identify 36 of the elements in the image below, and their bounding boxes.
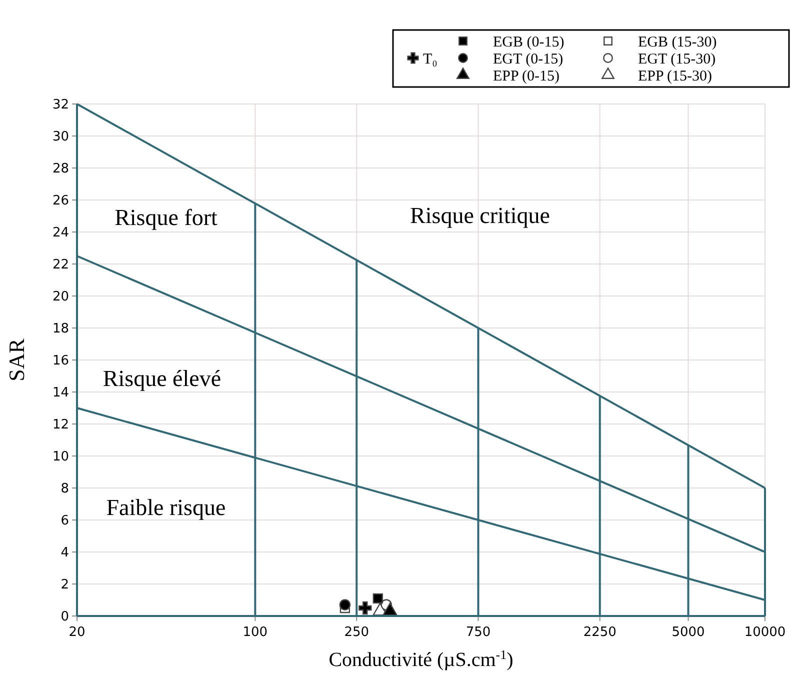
y-tick-label: 24 <box>52 226 69 241</box>
x-axis-title: Conductivité (µS.cm$^{-1}$) <box>328 646 514 671</box>
annotation: Risque fort <box>114 205 218 230</box>
y-tick-label: 6 <box>60 514 69 529</box>
x-tick-label: 100 <box>242 625 268 640</box>
y-tick-label: 28 <box>52 162 69 177</box>
x-tick-label: 10000 <box>744 625 786 640</box>
legend-label: EGB (0-15) <box>493 34 564 50</box>
legend-label: EGT (15-30) <box>638 51 716 68</box>
x-tick-label: 750 <box>466 625 491 640</box>
legend-label: EGB (15-30) <box>638 34 717 50</box>
annotation: Risque critique <box>410 203 550 228</box>
legend-label: EGT (0-15) <box>493 51 564 68</box>
x-tick-label: 5000 <box>672 625 705 640</box>
y-tick-label: 22 <box>52 258 69 273</box>
y-tick-label: 32 <box>52 98 69 113</box>
y-tick-label: 16 <box>52 354 69 369</box>
annotation: Faible risque <box>106 495 226 520</box>
annotation: Risque élevé <box>102 366 222 392</box>
legend-label: EPP (15-30) <box>638 68 712 84</box>
x-tick-label: 250 <box>344 625 370 640</box>
y-tick-label: 14 <box>52 386 69 401</box>
y-tick-label: 12 <box>52 418 69 433</box>
y-tick-label: 18 <box>52 322 69 337</box>
y-tick-label: 26 <box>52 194 69 209</box>
y-tick-label: 30 <box>52 130 69 145</box>
y-axis-title: SAR <box>4 338 29 382</box>
y-tick-label: 2 <box>60 578 69 593</box>
legend-label: T₀ <box>423 51 438 68</box>
y-tick-label: 10 <box>52 450 69 465</box>
legend-label: EPP (0-15) <box>493 68 560 84</box>
y-tick-label: 20 <box>52 290 69 305</box>
y-tick-label: 4 <box>60 546 69 561</box>
y-tick-label: 0 <box>60 610 69 625</box>
y-tick-label: 8 <box>60 482 69 497</box>
x-tick-label: 2250 <box>583 625 616 640</box>
